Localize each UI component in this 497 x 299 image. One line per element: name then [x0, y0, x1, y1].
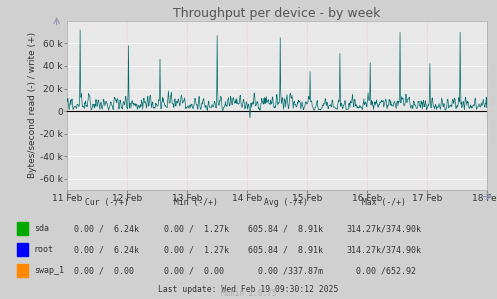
Y-axis label: Bytes/second read (-) / write (+): Bytes/second read (-) / write (+) [28, 32, 37, 179]
Text: 0.00 /  1.27k: 0.00 / 1.27k [164, 245, 229, 254]
Text: 605.84 /  8.91k: 605.84 / 8.91k [248, 224, 323, 233]
Text: Avg (-/+): Avg (-/+) [264, 198, 308, 207]
Text: sda: sda [34, 224, 49, 233]
Text: Munin 2.0.75: Munin 2.0.75 [221, 289, 276, 298]
Text: Min (-/+): Min (-/+) [174, 198, 218, 207]
Text: 0.00 /652.92: 0.00 /652.92 [346, 266, 421, 275]
Text: 605.84 /  8.91k: 605.84 / 8.91k [248, 245, 323, 254]
Text: 314.27k/374.90k: 314.27k/374.90k [346, 224, 421, 233]
Text: RRDTOOL / TOBI OETIKER: RRDTOOL / TOBI OETIKER [491, 60, 496, 143]
Text: Cur (-/+): Cur (-/+) [85, 198, 129, 207]
Text: 314.27k/374.90k: 314.27k/374.90k [346, 245, 421, 254]
Text: 0.00 /  6.24k: 0.00 / 6.24k [75, 224, 139, 233]
Text: Last update: Wed Feb 19 09:30:12 2025: Last update: Wed Feb 19 09:30:12 2025 [159, 285, 338, 294]
Text: 0.00 /  1.27k: 0.00 / 1.27k [164, 224, 229, 233]
Text: 0.00 /337.87m: 0.00 /337.87m [248, 266, 323, 275]
Text: root: root [34, 245, 54, 254]
Text: swap_1: swap_1 [34, 266, 64, 275]
Text: 0.00 /  0.00: 0.00 / 0.00 [164, 266, 229, 275]
Text: 0.00 /  6.24k: 0.00 / 6.24k [75, 245, 139, 254]
Title: Throughput per device - by week: Throughput per device - by week [173, 7, 381, 20]
Text: 0.00 /  0.00: 0.00 / 0.00 [75, 266, 139, 275]
Text: Max (-/+): Max (-/+) [362, 198, 406, 207]
